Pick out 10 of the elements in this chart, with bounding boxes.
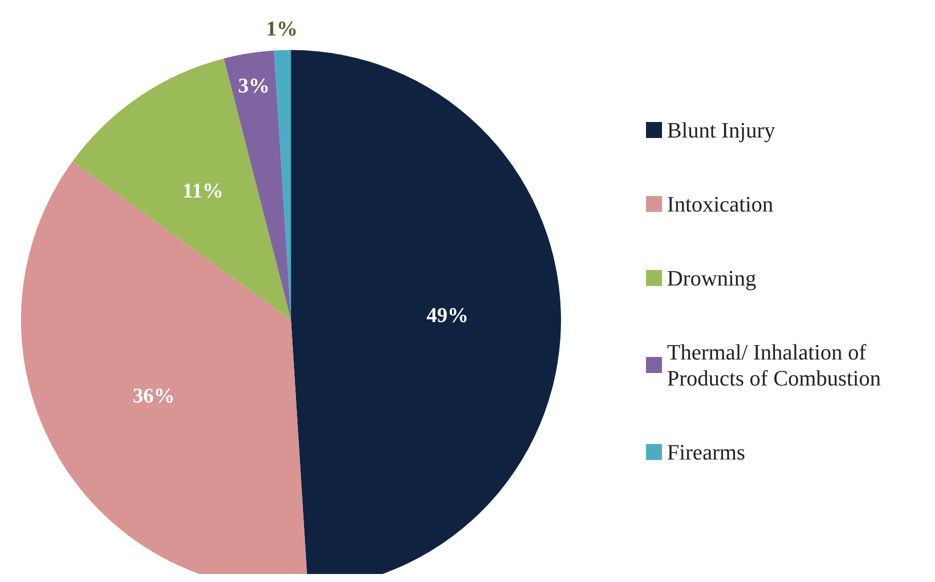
legend-label: Drowning	[667, 266, 756, 290]
legend-label: Firearms	[667, 440, 746, 464]
data-label: 11%	[182, 178, 224, 202]
legend-label: Intoxication	[667, 192, 774, 216]
data-label: 36%	[132, 383, 175, 408]
legend-label: Thermal/ Inhalation of Products of Combustion	[667, 340, 881, 390]
legend-label: Blunt Injury	[667, 118, 776, 142]
data-label: 3%	[238, 73, 270, 98]
data-label: 1%	[266, 16, 298, 41]
data-label: 49%	[426, 303, 469, 328]
